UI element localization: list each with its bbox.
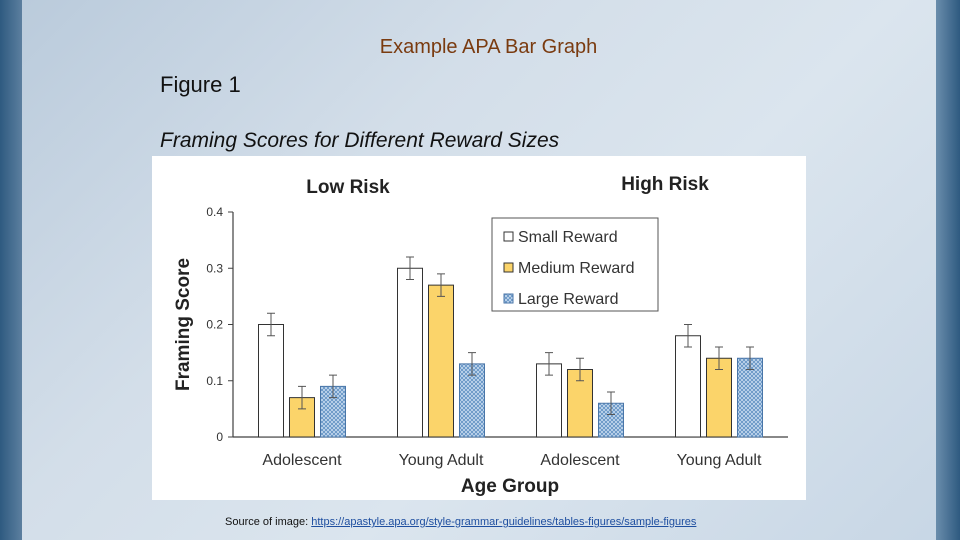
bar-small-reward bbox=[536, 363, 562, 438]
x-category-label: Adolescent bbox=[540, 452, 620, 469]
bar-chart: 0 0.1 0.2 0.3 0.4 Framing Score Adolescent Youn… bbox=[152, 156, 806, 500]
legend-swatch bbox=[503, 293, 514, 304]
chart-svg: 0 0.1 0.2 0.3 0.4 Framing Score Adolescent Youn… bbox=[173, 174, 788, 497]
y-tick-label: 0.2 bbox=[206, 318, 223, 332]
left-edge-band bbox=[0, 0, 22, 540]
y-tick-label: 0 bbox=[216, 430, 223, 444]
figure-caption: Framing Scores for Different Reward Size… bbox=[160, 129, 560, 152]
y-tick-label: 0.3 bbox=[206, 261, 223, 275]
y-tick-label: 0.4 bbox=[206, 205, 223, 219]
legend-label: Small Reward bbox=[518, 229, 618, 246]
legend-swatch bbox=[503, 262, 514, 273]
bar-small-reward bbox=[258, 324, 284, 438]
legend-label: Large Reward bbox=[518, 291, 619, 308]
slide-title: Example APA Bar Graph bbox=[379, 36, 598, 58]
bar-large-reward bbox=[737, 357, 763, 438]
image-source: Source of image: https://apastyle.apa.or… bbox=[225, 516, 696, 528]
x-category-label: Young Adult bbox=[399, 452, 484, 469]
x-category-label: Young Adult bbox=[677, 452, 762, 469]
bar-large-reward bbox=[459, 363, 485, 438]
y-axis-label: Framing Score bbox=[173, 258, 194, 391]
bar-medium-reward bbox=[428, 284, 454, 438]
source-prefix: Source of image: bbox=[225, 516, 312, 528]
panel-title: Low Risk bbox=[306, 177, 390, 198]
x-axis-label: Age Group bbox=[461, 476, 559, 497]
x-category-label: Adolescent bbox=[262, 452, 342, 469]
right-edge-band bbox=[936, 0, 960, 540]
figure-label: Figure 1 bbox=[160, 72, 241, 97]
panel-title: High Risk bbox=[621, 174, 709, 195]
bar-medium-reward bbox=[706, 357, 732, 438]
legend-swatch bbox=[503, 231, 514, 242]
legend-box bbox=[491, 217, 659, 312]
legend-label: Medium Reward bbox=[518, 260, 634, 277]
bar-small-reward bbox=[675, 335, 701, 438]
y-tick-label: 0.1 bbox=[206, 374, 223, 388]
bar-small-reward bbox=[397, 267, 423, 438]
source-link[interactable]: https://apastyle.apa.org/style-grammar-g… bbox=[311, 516, 697, 528]
